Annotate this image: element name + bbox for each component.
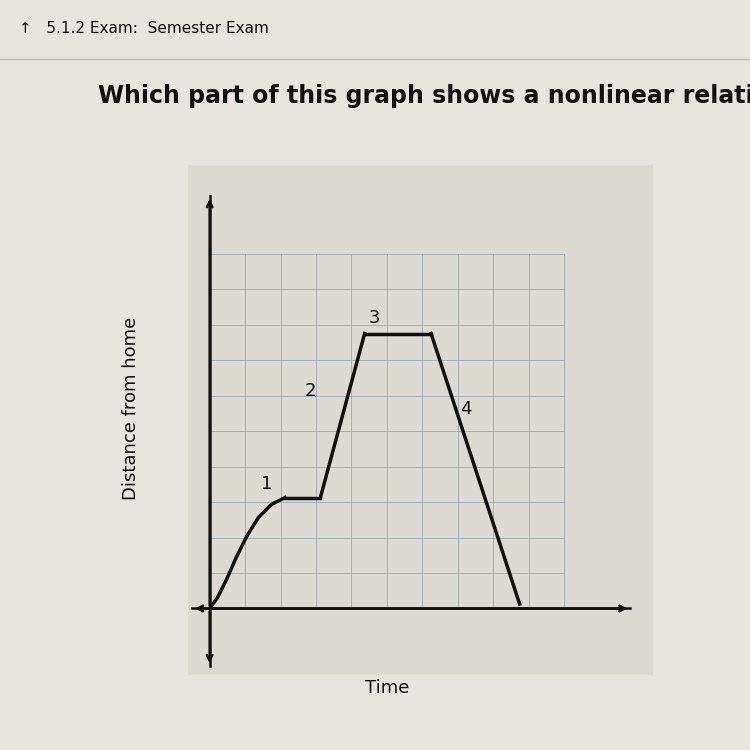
Text: 3: 3 [369, 309, 380, 327]
Text: 4: 4 [460, 400, 471, 418]
Text: ↑   5.1.2 Exam:  Semester Exam: ↑ 5.1.2 Exam: Semester Exam [19, 21, 268, 36]
Text: Distance from home: Distance from home [122, 317, 140, 500]
Text: Which part of this graph shows a nonlinear relatio: Which part of this graph shows a nonline… [98, 84, 750, 108]
Text: 2: 2 [304, 382, 316, 400]
Text: 1: 1 [260, 476, 272, 494]
Text: Time: Time [364, 680, 409, 698]
